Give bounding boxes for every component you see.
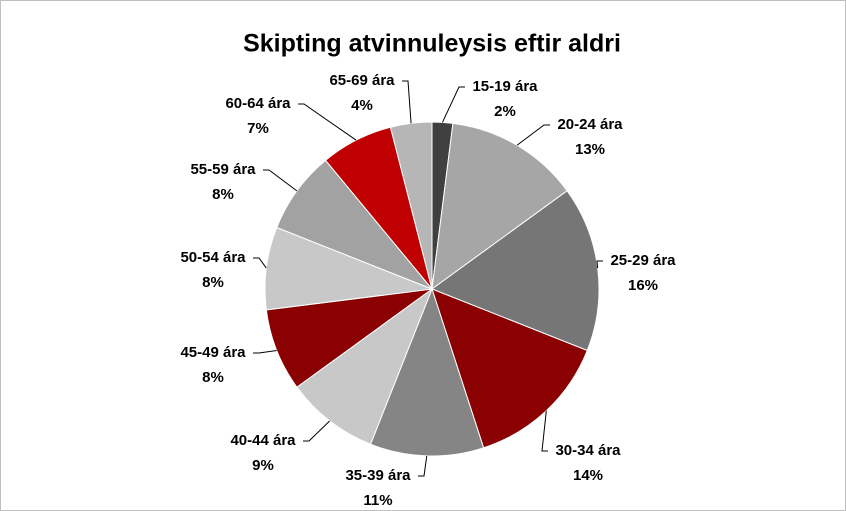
slice-label: 55-59 ára (190, 161, 256, 178)
slice-label: 45-49 ára (180, 344, 246, 361)
slice-label: 35-39 ára (345, 467, 411, 484)
leader-line (253, 349, 277, 354)
slice-label: 65-69 ára (329, 72, 395, 89)
slice-value-label: 14% (573, 467, 603, 484)
slice-value-label: 2% (494, 103, 516, 120)
slice-label: 40-44 ára (230, 432, 296, 449)
leader-line (442, 86, 465, 123)
leader-line (418, 455, 428, 477)
pie-slice (431, 122, 568, 291)
leader-line (253, 257, 267, 269)
slice-label: 25-29 ára (610, 252, 676, 269)
slice-value-label: 11% (363, 492, 392, 509)
slice-value-label: 16% (628, 277, 658, 294)
chart-title: Skipting atvinnuleysis eftir aldri (243, 30, 621, 58)
leader-line (596, 260, 603, 269)
slice-label: 60-64 ára (225, 95, 291, 112)
slice-label: 20-24 ára (557, 116, 623, 133)
pie-slice (369, 287, 485, 457)
slice-label: 50-54 ára (180, 249, 246, 266)
slice-value-label: 9% (252, 457, 274, 474)
leader-line (516, 124, 550, 146)
pie-slice (389, 121, 433, 290)
slice-value-label: 8% (212, 186, 234, 203)
leader-line (298, 103, 357, 141)
slice-label: 15-19 ára (472, 78, 538, 95)
leader-line (303, 420, 330, 442)
slice-label: 30-34 ára (555, 442, 621, 459)
slice-value-label: 4% (351, 97, 373, 114)
pie-slice (296, 287, 434, 445)
leader-line (263, 169, 298, 192)
slice-value-label: 8% (202, 369, 224, 386)
slice-value-label: 13% (575, 141, 605, 158)
pie-slice (430, 190, 600, 352)
slice-value-label: 7% (247, 120, 269, 137)
leader-line (402, 80, 412, 124)
slice-value-label: 8% (202, 274, 224, 291)
leader-line (541, 410, 548, 452)
